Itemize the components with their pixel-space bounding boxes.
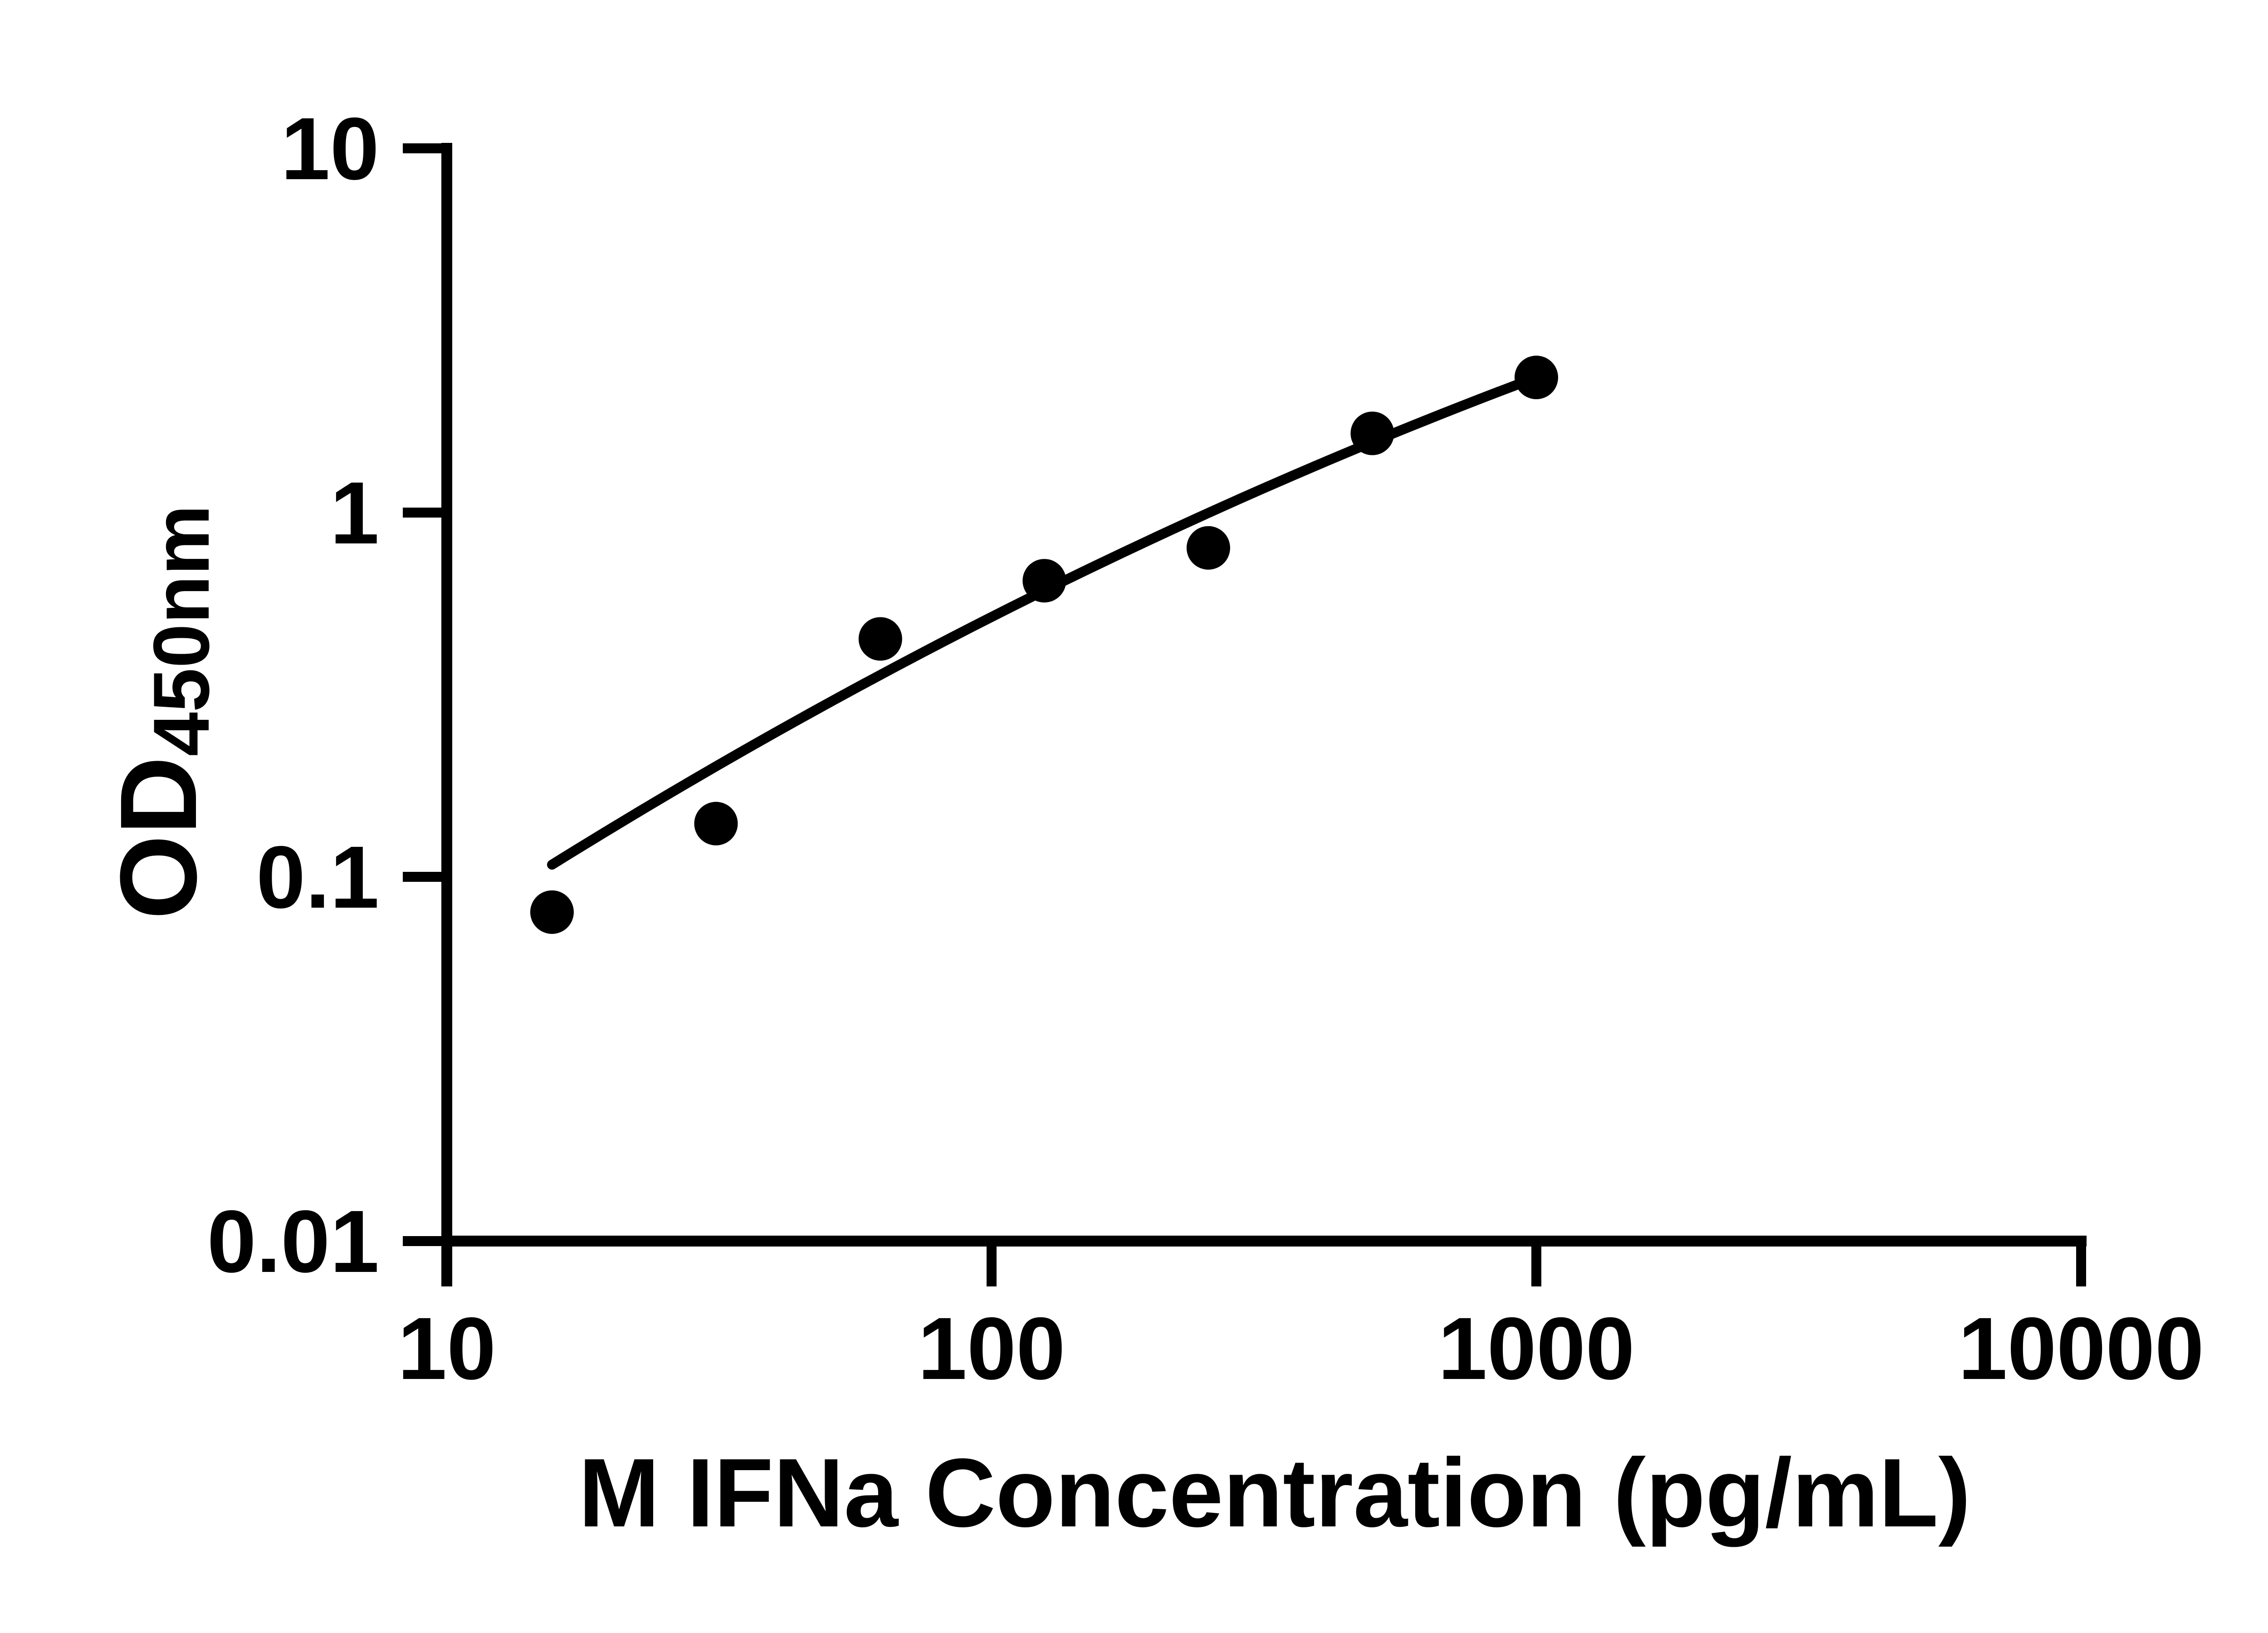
y-axis-tick-labels: 10 1 0.1 0.01 xyxy=(207,99,379,1291)
data-point xyxy=(1350,411,1394,455)
x-tick-label: 100 xyxy=(918,1299,1065,1398)
svg-text:OD450nm: OD450nm xyxy=(98,505,226,919)
x-axis-tick-labels: 10 100 1000 10000 xyxy=(398,1299,2204,1398)
y-axis-title: OD450nm xyxy=(98,505,226,919)
fit-curve-line xyxy=(547,372,1541,870)
data-point xyxy=(1186,526,1230,570)
y-axis-title-base: OD xyxy=(98,756,219,919)
x-tick-label: 10 xyxy=(398,1299,496,1398)
data-point xyxy=(1022,559,1066,603)
tick-marks xyxy=(403,143,2086,1286)
data-point xyxy=(1515,356,1558,400)
x-axis-title: M IFNa Concentration (pg/mL) xyxy=(578,1438,1971,1547)
x-tick-label: 10000 xyxy=(1958,1299,2204,1398)
data-point xyxy=(858,617,902,661)
y-axis-title-subscript: 450nm xyxy=(137,505,226,756)
data-point xyxy=(530,890,574,934)
y-tick-label: 0.01 xyxy=(207,1192,379,1291)
axes xyxy=(441,143,2087,1286)
y-tick-label: 1 xyxy=(330,464,379,562)
x-tick-label: 1000 xyxy=(1438,1299,1635,1398)
data-point xyxy=(694,802,738,846)
data-points xyxy=(530,356,1558,934)
fit-curve xyxy=(547,372,1541,870)
y-tick-label: 10 xyxy=(281,99,379,198)
y-tick-label: 0.1 xyxy=(256,828,379,927)
